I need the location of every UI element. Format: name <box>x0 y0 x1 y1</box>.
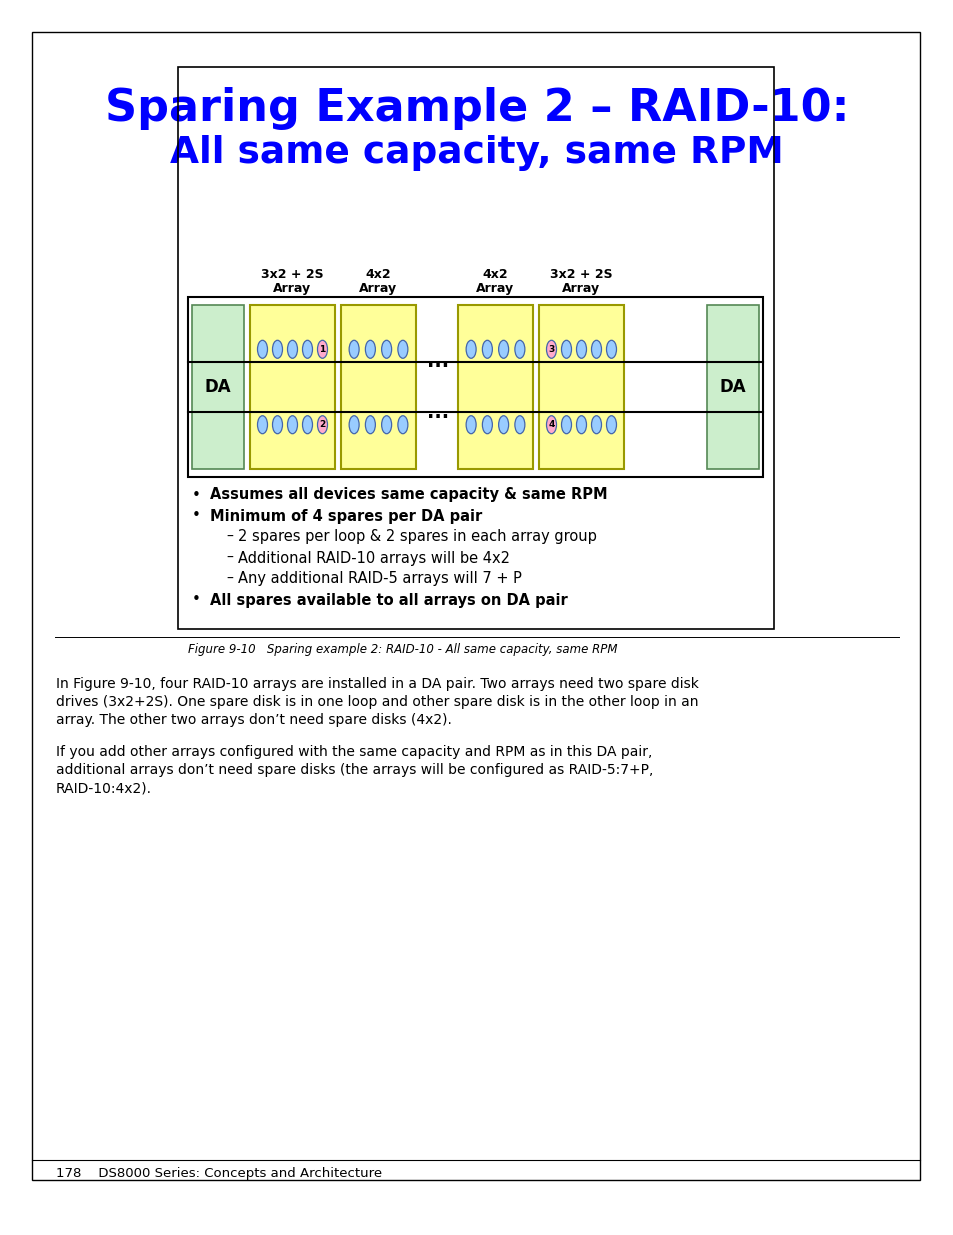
Ellipse shape <box>515 416 524 433</box>
Ellipse shape <box>561 341 571 358</box>
Ellipse shape <box>317 341 327 358</box>
Text: 4: 4 <box>548 420 554 430</box>
Text: •: • <box>192 488 200 503</box>
Text: array. The other two arrays don’t need spare disks (4x2).: array. The other two arrays don’t need s… <box>56 713 452 727</box>
Text: Array: Array <box>562 282 600 295</box>
Bar <box>340 305 416 469</box>
Ellipse shape <box>546 416 556 433</box>
Ellipse shape <box>606 341 616 358</box>
Ellipse shape <box>273 341 282 358</box>
Ellipse shape <box>591 341 601 358</box>
Bar <box>178 67 773 629</box>
Text: 2 spares per loop & 2 spares in each array group: 2 spares per loop & 2 spares in each arr… <box>237 530 597 545</box>
Ellipse shape <box>546 341 556 358</box>
Ellipse shape <box>381 416 392 433</box>
Text: –: – <box>226 551 233 564</box>
Text: If you add other arrays configured with the same capacity and RPM as in this DA : If you add other arrays configured with … <box>56 745 652 760</box>
Text: 3x2 + 2S: 3x2 + 2S <box>261 268 323 282</box>
Bar <box>188 296 762 477</box>
Text: drives (3x2+2S). One spare disk is in one loop and other spare disk is in the ot: drives (3x2+2S). One spare disk is in on… <box>56 695 698 709</box>
Ellipse shape <box>302 341 313 358</box>
Text: Additional RAID-10 arrays will be 4x2: Additional RAID-10 arrays will be 4x2 <box>237 551 510 566</box>
Text: Any additional RAID-5 arrays will 7 + P: Any additional RAID-5 arrays will 7 + P <box>237 572 521 587</box>
Ellipse shape <box>349 341 358 358</box>
Text: DA: DA <box>719 378 745 396</box>
Text: Figure 9-10   Sparing example 2: RAID-10 - All same capacity, same RPM: Figure 9-10 Sparing example 2: RAID-10 -… <box>188 642 617 656</box>
Ellipse shape <box>287 341 297 358</box>
Text: Minimum of 4 spares per DA pair: Minimum of 4 spares per DA pair <box>210 509 482 524</box>
Text: ...: ... <box>427 403 449 421</box>
Ellipse shape <box>498 416 508 433</box>
Ellipse shape <box>257 416 267 433</box>
Ellipse shape <box>381 341 392 358</box>
Text: All spares available to all arrays on DA pair: All spares available to all arrays on DA… <box>210 593 567 608</box>
Ellipse shape <box>482 416 492 433</box>
Ellipse shape <box>498 341 508 358</box>
Text: 178    DS8000 Series: Concepts and Architecture: 178 DS8000 Series: Concepts and Architec… <box>56 1167 382 1179</box>
Ellipse shape <box>365 341 375 358</box>
Ellipse shape <box>397 416 408 433</box>
Text: Array: Array <box>476 282 514 295</box>
Text: •: • <box>192 593 200 608</box>
Text: 1: 1 <box>319 345 325 353</box>
Text: Array: Array <box>274 282 312 295</box>
Ellipse shape <box>287 416 297 433</box>
Text: 4x2: 4x2 <box>365 268 391 282</box>
Ellipse shape <box>302 416 313 433</box>
Ellipse shape <box>591 416 601 433</box>
Ellipse shape <box>349 416 358 433</box>
Ellipse shape <box>576 416 586 433</box>
Text: –: – <box>226 572 233 585</box>
Text: Assumes all devices same capacity & same RPM: Assumes all devices same capacity & same… <box>210 488 607 503</box>
Bar <box>457 305 533 469</box>
Text: additional arrays don’t need spare disks (the arrays will be configured as RAID-: additional arrays don’t need spare disks… <box>56 763 653 777</box>
Text: In Figure 9-10, four RAID-10 arrays are installed in a DA pair. Two arrays need : In Figure 9-10, four RAID-10 arrays are … <box>56 677 699 692</box>
Ellipse shape <box>482 341 492 358</box>
Text: All same capacity, same RPM: All same capacity, same RPM <box>170 135 783 170</box>
Ellipse shape <box>397 341 408 358</box>
Ellipse shape <box>365 416 375 433</box>
Text: 2: 2 <box>319 420 325 430</box>
Text: Array: Array <box>359 282 397 295</box>
Bar <box>192 305 244 469</box>
Text: RAID-10:4x2).: RAID-10:4x2). <box>56 781 152 795</box>
Text: Sparing Example 2 – RAID-10:: Sparing Example 2 – RAID-10: <box>105 86 848 130</box>
Ellipse shape <box>317 416 327 433</box>
Text: 3x2 + 2S: 3x2 + 2S <box>550 268 612 282</box>
Bar <box>250 305 335 469</box>
Ellipse shape <box>515 341 524 358</box>
Ellipse shape <box>561 416 571 433</box>
Ellipse shape <box>466 341 476 358</box>
Text: DA: DA <box>205 378 231 396</box>
Text: •: • <box>192 509 200 524</box>
Ellipse shape <box>606 416 616 433</box>
Text: 3: 3 <box>548 345 554 353</box>
Ellipse shape <box>273 416 282 433</box>
Text: –: – <box>226 530 233 543</box>
Ellipse shape <box>257 341 267 358</box>
Text: 4x2: 4x2 <box>482 268 508 282</box>
Ellipse shape <box>576 341 586 358</box>
Bar <box>538 305 623 469</box>
Bar <box>706 305 759 469</box>
Ellipse shape <box>466 416 476 433</box>
Text: ...: ... <box>427 352 449 372</box>
